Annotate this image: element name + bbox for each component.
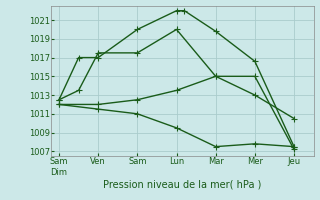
X-axis label: Pression niveau de la mer( hPa ): Pression niveau de la mer( hPa ) xyxy=(103,180,261,190)
